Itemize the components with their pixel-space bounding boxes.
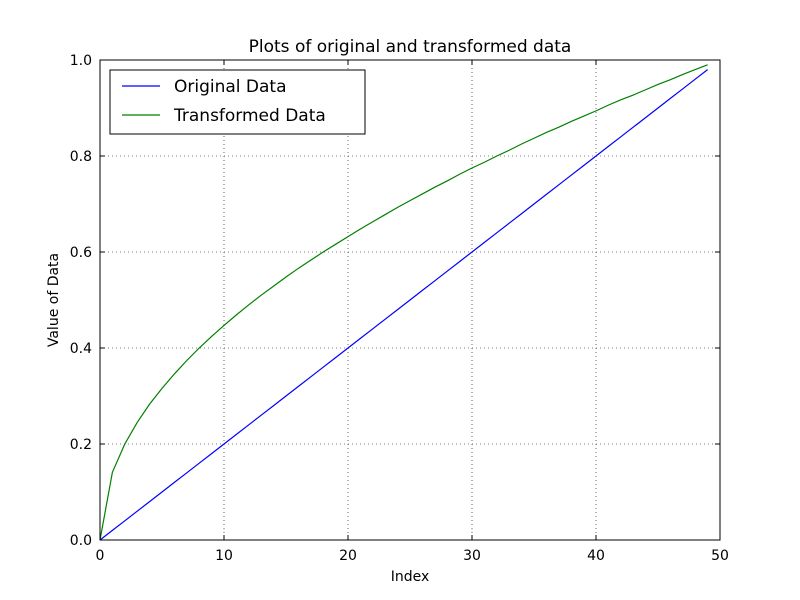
plot-area-frame — [99, 59, 721, 541]
series-line-transformed-data — [99, 64, 708, 541]
x-tick-label: 30 — [463, 548, 481, 564]
y-tick-label: 0.8 — [70, 149, 92, 165]
y-tick-label: 1.0 — [70, 53, 92, 69]
legend-label-transformed-data: Transformed Data — [173, 106, 326, 126]
x-tick-label: 0 — [96, 548, 105, 564]
x-tick-label: 20 — [339, 548, 357, 564]
axis-ticks: 0 10 20 30 40 50 0.0 0.2 0.4 0.6 0.8 1.0 — [70, 53, 729, 564]
series-line-original-data — [99, 69, 708, 541]
x-tick-label: 40 — [587, 548, 605, 564]
y-tick-label: 0.4 — [70, 341, 92, 357]
x-tick-label: 10 — [215, 548, 233, 564]
legend-box — [109, 69, 366, 135]
y-tick-label: 0.0 — [70, 533, 92, 549]
x-tick-label: 50 — [711, 548, 729, 564]
legend-label-original-data: Original Data — [174, 77, 287, 97]
series-layer — [99, 64, 708, 541]
chart-title: Plots of original and transformed data — [249, 37, 572, 57]
y-axis-label: Value of Data — [46, 253, 62, 347]
y-tick-label: 0.2 — [70, 437, 92, 453]
x-axis-label: Index — [391, 569, 430, 585]
legend: Original Data Transformed Data — [109, 69, 366, 135]
y-tick-label: 0.6 — [70, 245, 92, 261]
